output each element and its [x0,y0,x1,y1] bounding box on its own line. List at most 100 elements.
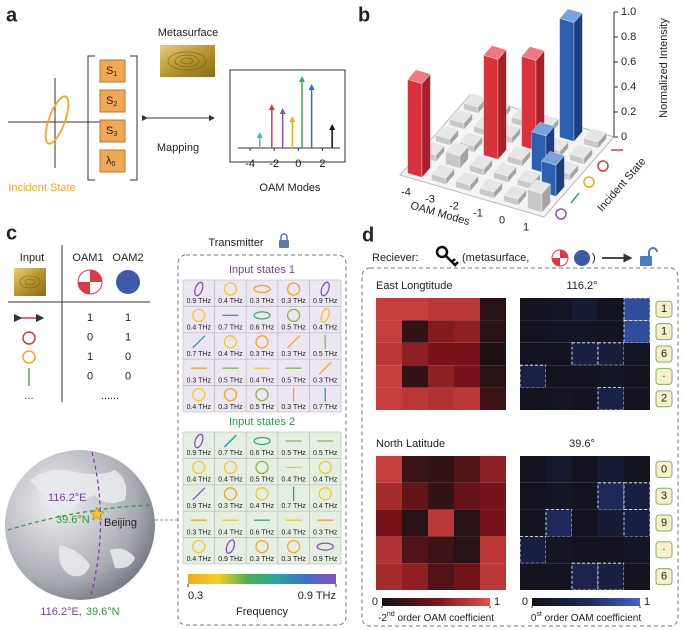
heatmap-cell [376,456,402,483]
heatmap-cell [454,456,480,483]
y-axis-title: Incident State [595,156,648,215]
heatmap-cell [454,387,480,410]
polarization-glyph [223,460,238,475]
glyph-shape [223,335,238,349]
table-header: Input [20,252,44,264]
bar-top [459,132,483,147]
colorbar-title-part: -2 [378,613,387,624]
heatmap-cell [402,456,428,483]
heatmap-cell [623,509,651,537]
table-cell: 0 [125,351,131,363]
heatmap-cell [454,563,480,590]
z-tick-label: 0.8 [621,31,636,43]
colorbar-tick-label: 0.9 THz [298,590,336,602]
digit: · [662,544,666,556]
glyph-shape [255,335,269,349]
heatmap-cell [623,319,651,344]
glyph-shape [255,460,269,475]
heatmap-cell [624,365,650,388]
frequency-label: 0.4 THz [313,503,338,510]
colorbar-tick-label: 1 [644,596,650,608]
polarization-glyph [223,487,238,501]
polarization-glyph [286,308,301,323]
bar [431,164,455,185]
stem-head [268,104,275,110]
heatmap-cell [597,342,625,366]
heatmap-cell [572,509,598,537]
heatmap-cell [428,387,454,410]
param-base: λ [106,155,112,167]
grid-title: Input states 2 [229,416,295,428]
frequency-label: 0.7 THz [218,325,243,332]
param: λ0 [106,155,116,168]
glyph-shape [318,487,332,501]
heatmap-cell [520,387,546,410]
polarization-glyph [286,539,301,554]
caption-lon: 116.2°E, [40,606,82,618]
digit: 6 [661,348,667,360]
x-axis-title: OAM Modes [409,200,472,229]
bar [559,8,583,142]
x-tick-label: 1 [523,221,529,233]
heatmap-cell [598,509,624,537]
frequency-label: 0.3 THz [281,556,306,563]
glyph-shape [192,308,206,323]
polarization-glyph [287,335,301,349]
polarization-glyph [318,361,332,375]
frequency-label: 0.4 THz [313,325,338,332]
glyph-shape [318,460,332,475]
polarization-glyph [253,436,271,446]
heatmap-cell [480,563,506,590]
polarization-glyph [192,335,206,349]
polarization-glyph [194,281,204,297]
stem-head [256,132,263,138]
grid-cell [309,537,342,565]
bar [469,155,493,176]
param-base: S [106,125,113,137]
heatmap-cell [402,482,428,510]
polarization-glyph [192,539,206,554]
polarization-glyph [253,284,271,294]
frequency-label: 0.5 THz [218,377,243,384]
glyph-shape [255,387,269,402]
digit-box [655,345,673,363]
x-tick-label: -3 [425,193,435,205]
frequency-label: 0.5 THz [313,450,338,457]
heatmap-cell [480,536,506,564]
heatmap-cell [546,298,572,321]
heatmap-cell [598,536,624,564]
glyph-shape [318,361,332,375]
heatmap-cell [598,298,624,321]
z-tick-label: 0.2 [621,106,636,118]
frequency-label: 0.3 THz [218,503,243,510]
heatmap-cell [480,342,506,366]
mapping-label: Mapping [157,142,199,154]
frequency-label: 0.7 THz [313,404,338,411]
heatmap-cell [571,342,599,366]
frequency-label: 0.3 THz [281,298,306,305]
heatmap-cell [520,509,546,537]
param-sub: 2 [113,101,117,108]
bar-top [431,164,455,179]
bar-top [527,179,551,194]
glyph-shape [194,433,204,449]
digit: 2 [661,393,667,405]
param-box [99,89,126,113]
bar-side [497,49,507,160]
table-cell: 1 [87,312,93,324]
heatmap-value: 39.6° [569,438,595,450]
frequency-label: 0.5 THz [313,351,338,358]
heatmap-cell [376,509,402,537]
frequency-label: 0.3 THz [281,404,306,411]
heatmap-cell [376,365,402,388]
glyph-shape [223,460,238,475]
digit: 0 [661,463,667,475]
z-tick-label: 0.6 [621,56,636,68]
frequency-label: 0.6 THz [250,529,275,536]
polarization-glyph [192,308,206,323]
heatmap-cell [520,563,546,590]
bar-top [483,45,507,60]
heatmap-cell [597,562,625,591]
heatmap-cell [428,509,454,537]
